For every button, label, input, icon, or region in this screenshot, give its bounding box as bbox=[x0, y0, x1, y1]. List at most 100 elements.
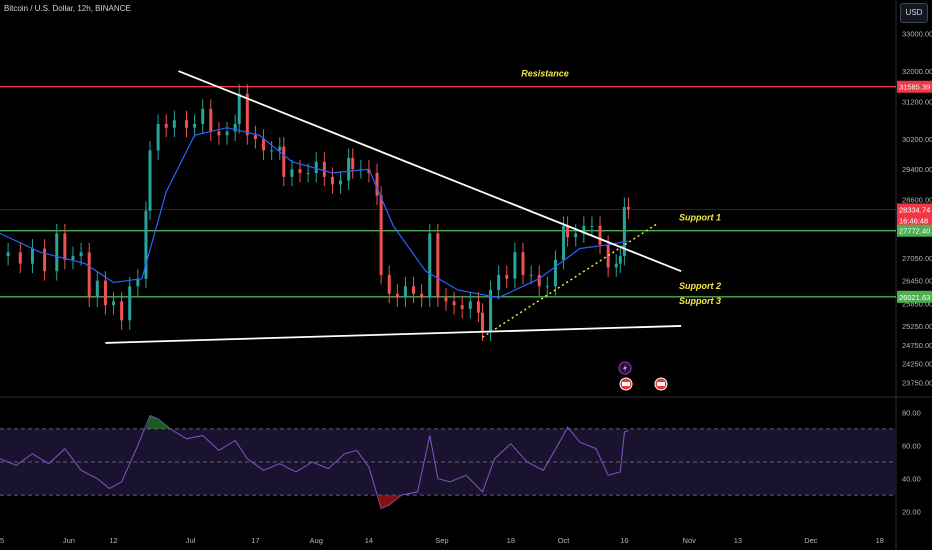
rsi-tick-label: 40.00 bbox=[902, 475, 921, 484]
price-tick-label: 33000.00 bbox=[902, 29, 932, 38]
candle-body bbox=[136, 278, 140, 287]
candle-body bbox=[237, 93, 241, 124]
candle-body bbox=[375, 173, 379, 196]
rsi-tick-label: 80.00 bbox=[902, 408, 921, 417]
time-tick-label: 17 bbox=[251, 536, 259, 545]
candle-body bbox=[480, 312, 484, 332]
price-tick-label: 25250.00 bbox=[902, 322, 932, 331]
candle-body bbox=[270, 150, 274, 152]
candle-body bbox=[290, 169, 294, 177]
candle-body bbox=[566, 225, 570, 238]
candlestick-series bbox=[6, 84, 630, 342]
price-axis[interactable]: 33000.00 32000.00 31200.00 30200.00 29400.00… bbox=[897, 29, 932, 388]
candle-body bbox=[164, 123, 168, 128]
candle-body bbox=[553, 259, 557, 287]
time-tick-label: Aug bbox=[310, 536, 323, 545]
price-label-box bbox=[897, 290, 932, 303]
time-tick-label: 14 bbox=[365, 536, 373, 545]
candle-body bbox=[339, 180, 343, 185]
candle-body bbox=[95, 280, 99, 298]
candle-body bbox=[43, 248, 47, 272]
annotations: Resistance Support 1 Support 2 Support 3 bbox=[521, 69, 721, 306]
moving-average-line bbox=[0, 127, 629, 299]
candle-body bbox=[574, 233, 578, 238]
candle-body bbox=[505, 274, 509, 279]
candle-body bbox=[18, 252, 22, 264]
candle-body bbox=[347, 157, 351, 181]
candle-body bbox=[120, 301, 124, 321]
event-markers[interactable] bbox=[618, 361, 668, 391]
annotation-label: Support 2 bbox=[679, 281, 721, 291]
candle-body bbox=[245, 93, 249, 136]
candle-body bbox=[582, 225, 586, 234]
time-tick-label: 16 bbox=[620, 536, 628, 545]
price-label-box bbox=[897, 224, 932, 237]
candle-body bbox=[156, 123, 160, 151]
candle-body bbox=[184, 120, 188, 128]
time-tick-label: Nov bbox=[683, 536, 697, 545]
candle-body bbox=[476, 301, 480, 313]
rsi-pane bbox=[0, 414, 896, 510]
candle-body bbox=[233, 123, 237, 132]
trendlines bbox=[105, 70, 682, 344]
time-tick-label: Jun bbox=[63, 536, 75, 545]
rsi-axis[interactable]: 80.00 60.00 40.00 20.00 bbox=[902, 408, 921, 516]
candle-body bbox=[452, 301, 456, 306]
lightning-glyph bbox=[623, 364, 627, 372]
price-tick-label: 31200.00 bbox=[902, 97, 932, 106]
candle-body bbox=[282, 146, 286, 177]
time-tick-label: 18 bbox=[507, 536, 515, 545]
candle-body bbox=[489, 290, 493, 332]
time-tick-label: 15 bbox=[0, 536, 4, 545]
candle-body bbox=[71, 256, 75, 260]
candle-body bbox=[128, 286, 132, 321]
candle-body bbox=[622, 207, 626, 257]
candle-body bbox=[529, 274, 533, 276]
price-tick-label: 24250.00 bbox=[902, 360, 932, 369]
rsi-overbought-fill bbox=[145, 415, 171, 429]
candle-body bbox=[148, 150, 152, 211]
price-tick-label: 30200.00 bbox=[902, 135, 932, 144]
price-label-text: 28334.74 bbox=[899, 205, 930, 214]
time-axis[interactable]: 15 Jun 12 Jul 17 Aug 14 Sep 18 Oct 16 Nov 13 Dec 18 bbox=[0, 536, 884, 545]
candle-body bbox=[193, 123, 197, 128]
chart-title: Bitcoin / U.S. Dollar, 12h, BINANCE bbox=[4, 4, 131, 13]
candle-body bbox=[379, 195, 383, 275]
candle-body bbox=[278, 146, 282, 151]
price-label-box bbox=[897, 214, 932, 227]
rsi-oversold-fill bbox=[377, 495, 402, 509]
candle-body bbox=[322, 161, 326, 177]
candle-body bbox=[298, 169, 302, 174]
price-label-text: 27772.40 bbox=[899, 227, 930, 236]
currency-button[interactable]: USD bbox=[900, 3, 928, 23]
flag-stripe bbox=[657, 382, 665, 386]
candle-body bbox=[428, 233, 432, 298]
candle-body bbox=[606, 244, 610, 268]
candle-body bbox=[468, 301, 472, 309]
annotation-label: Resistance bbox=[521, 69, 569, 79]
price-tick-label: 25850.00 bbox=[902, 299, 932, 308]
candle-body bbox=[412, 286, 416, 294]
candle-body bbox=[537, 274, 541, 287]
candle-body bbox=[144, 210, 148, 279]
candle-body bbox=[545, 286, 549, 288]
candle-body bbox=[314, 161, 318, 174]
candle-body bbox=[513, 252, 517, 279]
price-label-text: 31585.39 bbox=[899, 83, 930, 92]
candle-body bbox=[6, 252, 10, 257]
candle-body bbox=[63, 233, 67, 260]
candle-body bbox=[79, 252, 83, 257]
flag-stripe bbox=[622, 382, 630, 386]
rsi-tick-label: 60.00 bbox=[902, 441, 921, 450]
time-tick-label: Jul bbox=[186, 536, 196, 545]
candle-body bbox=[436, 233, 440, 298]
annotation-label: Support 3 bbox=[679, 296, 721, 306]
descending-trendline bbox=[178, 70, 682, 273]
candle-body bbox=[351, 157, 355, 170]
candle-body bbox=[217, 131, 221, 136]
time-tick-label: Dec bbox=[804, 536, 818, 545]
price-tick-label: 32000.00 bbox=[902, 67, 932, 76]
candle-body bbox=[225, 131, 229, 136]
candle-body bbox=[30, 248, 34, 264]
